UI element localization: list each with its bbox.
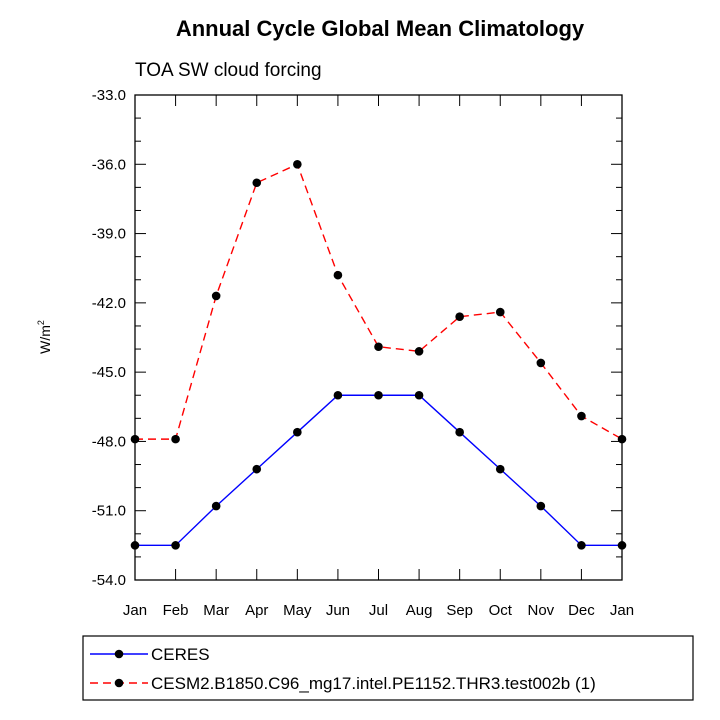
data-point-ceres: [211, 501, 221, 511]
x-tick-label: Jan: [610, 602, 634, 619]
data-point-cesm: [293, 159, 302, 169]
data-point-ceres: [577, 541, 586, 550]
data-point-cesm: [455, 312, 464, 322]
y-tick-labels: -33.0 -36.0 -39.0 -42.0 -45.0 -48.0 -51.0 -54.0: [92, 87, 126, 589]
x-tick-label: Jul: [369, 602, 388, 619]
data-point-cesm: [374, 342, 383, 352]
series-group: [130, 159, 627, 550]
data-point-ceres: [536, 501, 546, 511]
y-tick-label: -54.0: [92, 572, 126, 589]
y-tick-label: -42.0: [92, 295, 126, 312]
x-tick-label: Oct: [489, 602, 513, 619]
data-point-ceres: [252, 464, 262, 474]
x-tick-label: Aug: [406, 602, 433, 619]
x-tick-label: Dec: [568, 602, 595, 619]
x-tick-label: Nov: [527, 602, 554, 619]
y-tick-label: -36.0: [92, 156, 126, 173]
data-point-ceres: [293, 427, 302, 437]
data-point-cesm: [414, 347, 424, 356]
series-line-ceres: [135, 394, 622, 547]
data-point-ceres: [374, 390, 383, 400]
data-point-ceres: [414, 390, 424, 400]
y-tick-label: -48.0: [92, 433, 126, 450]
data-point-ceres: [171, 541, 180, 550]
x-tick-labels: Jan Feb Mar Apr May Jun Jul Aug Sep Oct Nov Dec Jan: [123, 602, 634, 619]
data-point-cesm: [577, 411, 586, 421]
x-tick-label: Sep: [446, 602, 473, 619]
x-tick-label: Feb: [163, 602, 189, 619]
svg-text:W/m2: W/m2: [36, 320, 53, 354]
y-axis-label-superscript: 2: [36, 320, 46, 325]
x-tick-label: Jan: [123, 602, 147, 619]
legend: CERES CESM2.B1850.C96_mg17.intel.PE1152.…: [82, 635, 694, 701]
legend-ceres-label: CERES: [151, 645, 210, 664]
legend-cesm-marker: [114, 678, 124, 688]
x-tick-label: Apr: [245, 602, 268, 619]
y-tick-label: -51.0: [92, 503, 126, 520]
legend-ceres-marker: [114, 649, 124, 659]
x-tick-label: May: [283, 602, 312, 619]
axis-ticks: [134, 94, 623, 581]
data-point-ceres: [495, 464, 505, 474]
data-point-ceres: [455, 427, 464, 437]
data-point-cesm: [211, 291, 221, 301]
data-point-ceres: [333, 390, 343, 400]
x-tick-label: Jun: [326, 602, 350, 619]
legend-cesm-label: CESM2.B1850.C96_mg17.intel.PE1152.THR3.t…: [151, 674, 596, 693]
x-tick-label: Mar: [203, 602, 229, 619]
y-tick-label: -45.0: [92, 364, 126, 381]
chart-title: Annual Cycle Global Mean Climatology: [176, 16, 585, 41]
plot-frame: [134, 94, 623, 581]
legend-box: [82, 635, 694, 701]
data-point-cesm: [536, 358, 546, 368]
data-point-cesm: [252, 178, 262, 188]
y-axis-label-text: W/m: [37, 325, 53, 354]
data-point-cesm: [333, 270, 343, 280]
y-axis-label: W/m2: [36, 320, 53, 354]
data-point-cesm: [495, 307, 505, 317]
y-tick-label: -39.0: [92, 226, 126, 243]
data-point-cesm: [171, 434, 180, 444]
chart-subtitle: TOA SW cloud forcing: [135, 60, 322, 81]
y-tick-label: -33.0: [92, 87, 126, 104]
